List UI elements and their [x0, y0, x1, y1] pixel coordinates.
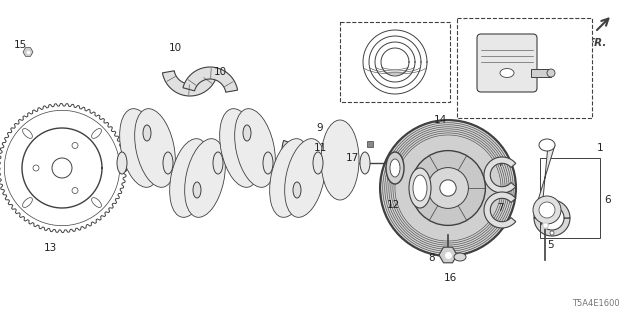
Ellipse shape: [243, 125, 251, 141]
Circle shape: [547, 69, 555, 77]
Ellipse shape: [390, 159, 400, 177]
Ellipse shape: [92, 129, 101, 138]
Circle shape: [308, 172, 312, 176]
Ellipse shape: [184, 139, 225, 217]
Ellipse shape: [143, 125, 151, 141]
Ellipse shape: [321, 120, 359, 200]
Polygon shape: [367, 141, 373, 147]
Polygon shape: [183, 67, 237, 92]
Ellipse shape: [454, 253, 466, 261]
Circle shape: [310, 149, 314, 153]
Text: 2: 2: [342, 62, 348, 72]
Ellipse shape: [263, 152, 273, 174]
Circle shape: [52, 158, 72, 178]
Text: 7: 7: [497, 158, 503, 168]
Circle shape: [440, 180, 456, 196]
Ellipse shape: [413, 175, 427, 201]
Text: 8: 8: [429, 253, 435, 263]
Ellipse shape: [539, 139, 555, 151]
Polygon shape: [163, 71, 217, 96]
Ellipse shape: [386, 152, 404, 184]
Ellipse shape: [293, 182, 301, 198]
Ellipse shape: [120, 109, 161, 187]
Ellipse shape: [269, 139, 310, 217]
Polygon shape: [282, 140, 338, 178]
Text: 15: 15: [13, 40, 27, 50]
Circle shape: [380, 120, 516, 256]
Ellipse shape: [134, 109, 175, 187]
Ellipse shape: [500, 68, 514, 77]
FancyBboxPatch shape: [477, 34, 537, 92]
Circle shape: [550, 231, 554, 235]
Ellipse shape: [22, 198, 33, 207]
Circle shape: [72, 142, 78, 148]
Circle shape: [33, 165, 39, 171]
Ellipse shape: [193, 182, 201, 198]
Circle shape: [428, 168, 468, 208]
Polygon shape: [484, 157, 516, 193]
Ellipse shape: [22, 129, 33, 138]
Text: FR.: FR.: [588, 38, 607, 48]
Ellipse shape: [117, 152, 127, 174]
Ellipse shape: [213, 152, 223, 174]
Text: 7: 7: [497, 203, 503, 213]
Circle shape: [72, 188, 78, 194]
Text: 11: 11: [314, 143, 326, 153]
Ellipse shape: [285, 139, 325, 217]
Circle shape: [539, 202, 555, 218]
Bar: [540, 158, 600, 238]
Ellipse shape: [409, 168, 431, 208]
Text: 10: 10: [168, 43, 182, 53]
Ellipse shape: [163, 152, 173, 174]
Text: T5A4E1600: T5A4E1600: [572, 299, 620, 308]
Circle shape: [533, 196, 561, 224]
Ellipse shape: [170, 139, 211, 217]
Ellipse shape: [313, 152, 323, 174]
Text: 4: 4: [562, 80, 568, 90]
Ellipse shape: [220, 109, 260, 187]
Circle shape: [550, 201, 554, 205]
Text: 16: 16: [444, 273, 456, 283]
Text: 12: 12: [387, 200, 399, 210]
Text: 6: 6: [605, 195, 611, 205]
Ellipse shape: [92, 198, 101, 207]
Polygon shape: [282, 147, 338, 185]
Text: 5: 5: [547, 240, 554, 250]
Polygon shape: [534, 200, 570, 218]
Polygon shape: [531, 69, 551, 77]
Text: 10: 10: [213, 67, 227, 77]
Bar: [457, 18, 592, 118]
Polygon shape: [484, 192, 516, 228]
Ellipse shape: [360, 152, 370, 174]
Text: 17: 17: [346, 153, 358, 163]
Text: 13: 13: [44, 243, 56, 253]
Polygon shape: [439, 247, 457, 263]
Polygon shape: [534, 218, 570, 236]
Text: 3: 3: [534, 50, 540, 60]
Circle shape: [411, 151, 485, 225]
Text: 14: 14: [433, 115, 447, 125]
Bar: [340, 22, 450, 102]
Ellipse shape: [235, 109, 275, 187]
Polygon shape: [23, 48, 33, 56]
Polygon shape: [535, 145, 555, 210]
Text: 1: 1: [596, 143, 604, 153]
Text: 9: 9: [317, 123, 323, 133]
